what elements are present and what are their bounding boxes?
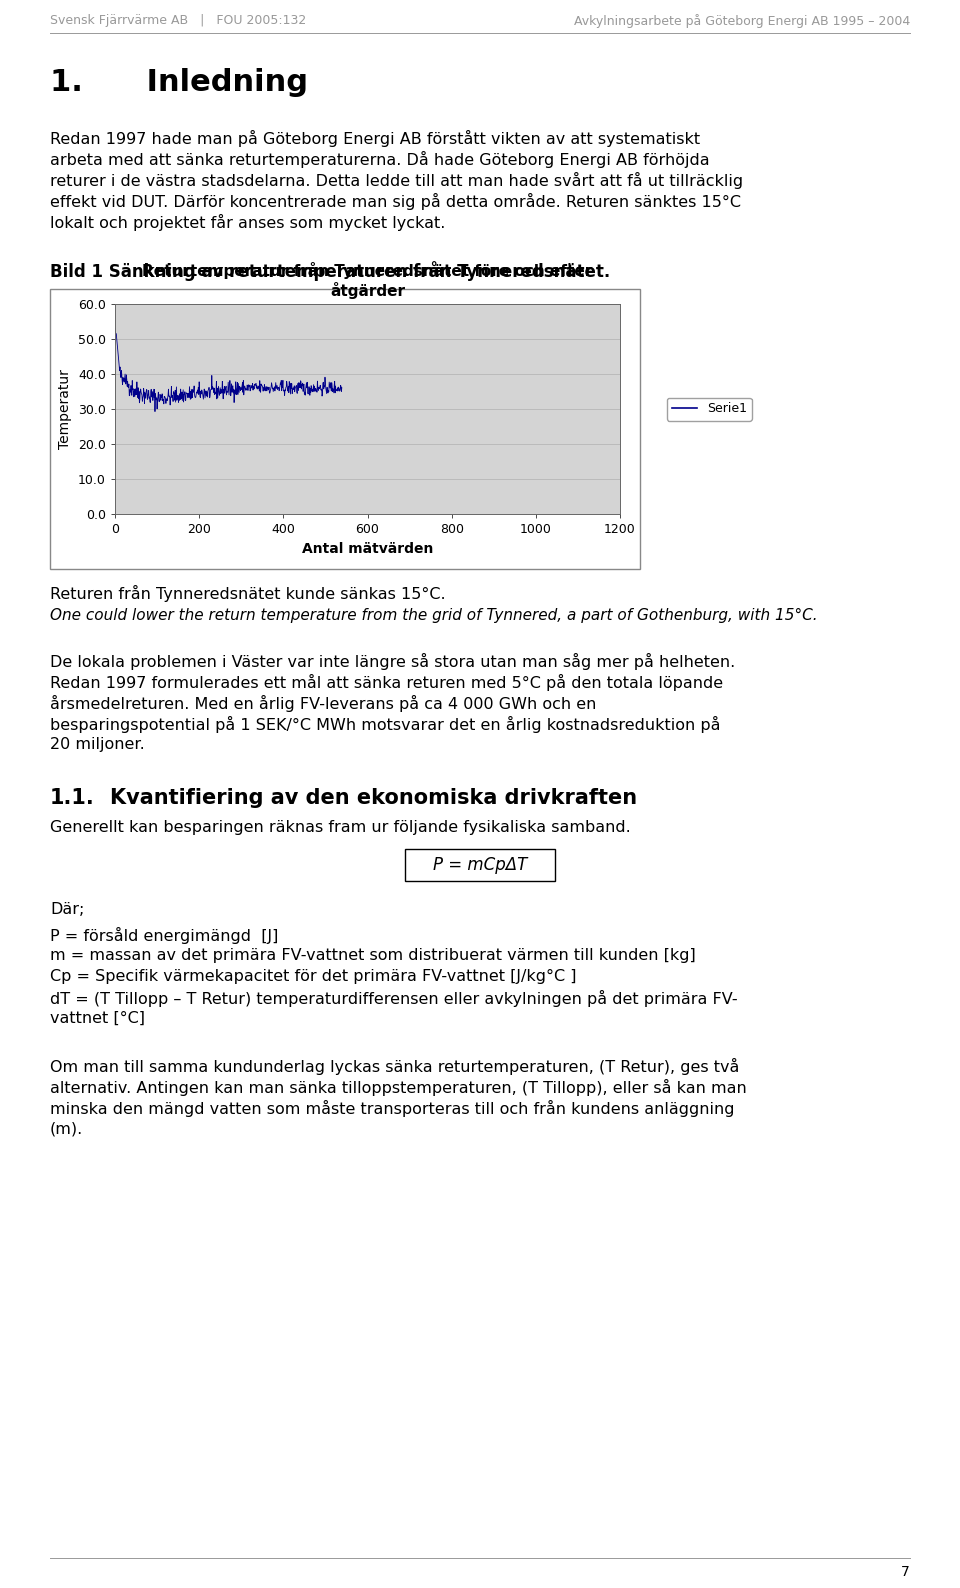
- Text: Svensk Fjärrvärme AB   |   FOU 2005:132: Svensk Fjärrvärme AB | FOU 2005:132: [50, 14, 306, 27]
- Text: P = försåld energimängd  [J]: P = försåld energimängd [J]: [50, 927, 278, 943]
- Text: arbeta med att sänka returtemperaturerna. Då hade Göteborg Energi AB förhöjda: arbeta med att sänka returtemperaturerna…: [50, 151, 709, 168]
- Text: lokalt och projektet får anses som mycket lyckat.: lokalt och projektet får anses som mycke…: [50, 214, 445, 230]
- Text: 1.      Inledning: 1. Inledning: [50, 68, 308, 97]
- Bar: [50, 289, 640, 569]
- Text: 20 miljoner.: 20 miljoner.: [50, 737, 145, 753]
- Text: De lokala problemen i Väster var inte längre så stora utan man såg mer på helhet: De lokala problemen i Väster var inte lä…: [50, 653, 735, 670]
- Text: 1.1.: 1.1.: [50, 788, 95, 808]
- X-axis label: Antal mätvärden: Antal mätvärden: [301, 542, 433, 556]
- Text: Cp = Specifik värmekapacitet för det primära FV-vattnet [J/kg°C ]: Cp = Specifik värmekapacitet för det pri…: [50, 969, 577, 985]
- Text: 7: 7: [901, 1566, 910, 1578]
- Text: alternativ. Antingen kan man sänka tilloppstemperaturen, (T Tillopp), eller så k: alternativ. Antingen kan man sänka tillo…: [50, 1078, 747, 1096]
- Text: One could lower the return temperature from the grid of Tynnered, a part of Goth: One could lower the return temperature f…: [50, 608, 818, 622]
- Legend: Serie1: Serie1: [666, 397, 752, 421]
- Text: Redan 1997 formulerades ett mål att sänka returen med 5°C på den totala löpande: Redan 1997 formulerades ett mål att sänk…: [50, 673, 723, 691]
- Y-axis label: Temperatur: Temperatur: [59, 368, 72, 449]
- Text: dT = (T Tillopp – T Retur) temperaturdifferensen eller avkylningen på det primär: dT = (T Tillopp – T Retur) temperaturdif…: [50, 989, 737, 1007]
- Text: (m).: (m).: [50, 1121, 84, 1135]
- Text: Bild 1 Sänkning av returtemperaturen från Tynneredsnätet.: Bild 1 Sänkning av returtemperaturen frå…: [50, 260, 611, 281]
- Text: Avkylningsarbete på Göteborg Energi AB 1995 – 2004: Avkylningsarbete på Göteborg Energi AB 1…: [574, 14, 910, 29]
- FancyBboxPatch shape: [405, 850, 555, 881]
- Text: Redan 1997 hade man på Göteborg Energi AB förstått vikten av att systematiskt: Redan 1997 hade man på Göteborg Energi A…: [50, 130, 700, 148]
- Text: Kvantifiering av den ekonomiska drivkraften: Kvantifiering av den ekonomiska drivkraf…: [110, 788, 637, 808]
- Text: Där;: Där;: [50, 902, 84, 916]
- Title: Returtemperatur från Tynneredsnätet före och efter
åtgärder: Returtemperatur från Tynneredsnätet före…: [142, 262, 592, 299]
- Text: P = mCpΔT: P = mCpΔT: [433, 856, 527, 873]
- Text: m = massan av det primära FV-vattnet som distribuerat värmen till kunden [kg]: m = massan av det primära FV-vattnet som…: [50, 948, 696, 962]
- Text: Returen från Tynneredsnätet kunde sänkas 15°C.: Returen från Tynneredsnätet kunde sänkas…: [50, 584, 445, 602]
- Text: Om man till samma kundunderlag lyckas sänka returtemperaturen, (T Retur), ges tv: Om man till samma kundunderlag lyckas sä…: [50, 1058, 739, 1075]
- Text: vattnet [°C]: vattnet [°C]: [50, 1012, 145, 1026]
- Text: Generellt kan besparingen räknas fram ur följande fysikaliska samband.: Generellt kan besparingen räknas fram ur…: [50, 819, 631, 835]
- Text: effekt vid DUT. Därför koncentrerade man sig på detta område. Returen sänktes 15: effekt vid DUT. Därför koncentrerade man…: [50, 194, 741, 210]
- Text: besparingspotential på 1 SEK/°C MWh motsvarar det en årlig kostnadsreduktion på: besparingspotential på 1 SEK/°C MWh mots…: [50, 716, 721, 734]
- Text: returer i de västra stadsdelarna. Detta ledde till att man hade svårt att få ut : returer i de västra stadsdelarna. Detta …: [50, 172, 743, 189]
- Text: minska den mängd vatten som måste transporteras till och från kundens anläggning: minska den mängd vatten som måste transp…: [50, 1100, 734, 1116]
- Text: årsmedelreturen. Med en årlig FV-leverans på ca 4 000 GWh och en: årsmedelreturen. Med en årlig FV-leveran…: [50, 696, 596, 711]
